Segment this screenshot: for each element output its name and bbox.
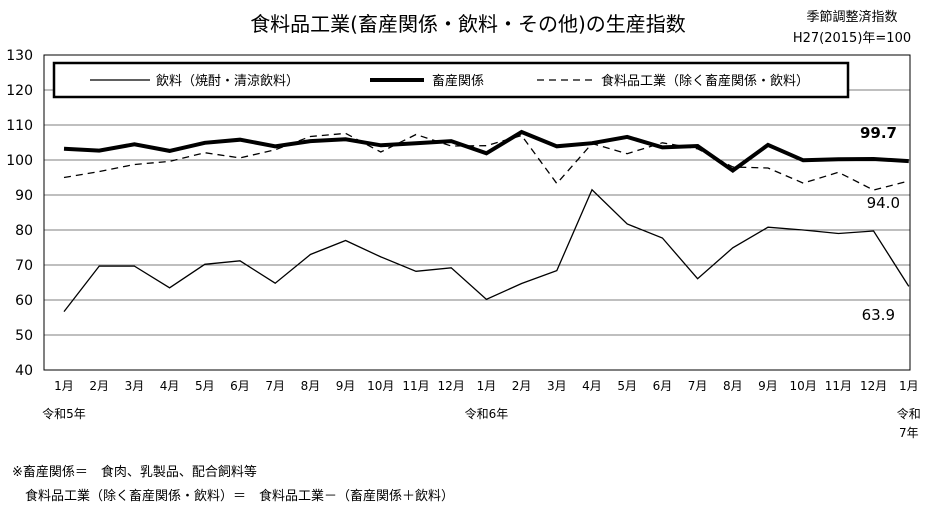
annotation-beverages-latest: 63.9 (862, 306, 895, 324)
series-layer (63, 129, 910, 312)
annotation-other-food-latest: 94.0 (867, 194, 900, 212)
y-tick-label-60: 60 (15, 293, 33, 309)
x-tick-label-23: 12月 (860, 379, 887, 393)
y-tick-label-40: 40 (15, 363, 33, 379)
y-tick-label-130: 130 (6, 48, 33, 64)
x-tick-label-9: 10月 (367, 379, 394, 393)
year-labels: 令和5年 令和6年 令和 7年 (42, 406, 921, 440)
y-tick-label-110: 110 (6, 118, 33, 134)
series-line-other-food (63, 132, 909, 191)
gridlines (44, 89, 910, 336)
x-tick-label-19: 8月 (723, 379, 743, 393)
x-tick-label-3: 4月 (160, 379, 180, 393)
y-tick-label-100: 100 (6, 153, 33, 169)
chart-title: 食料品工業(畜産関係・飲料・その他)の生産指数 (250, 12, 686, 36)
year-label-1-line-0: 令和6年 (465, 406, 509, 421)
x-tick-label-24: 1月 (899, 379, 919, 393)
x-tick-label-10: 11月 (402, 379, 429, 393)
y-axis-ticks: 40 50 60 70 80 90 100 110 120 130 (6, 48, 33, 379)
x-tick-label-21: 10月 (790, 379, 817, 393)
y-tick-label-80: 80 (15, 223, 33, 239)
y-tick-label-90: 90 (15, 188, 33, 204)
x-tick-label-4: 5月 (195, 379, 215, 393)
x-tick-label-2: 3月 (125, 379, 145, 393)
x-tick-label-7: 8月 (301, 379, 321, 393)
series-line-livestock (63, 129, 909, 173)
x-tick-label-16: 5月 (617, 379, 637, 393)
series-line-beverages (63, 188, 910, 312)
x-tick-label-15: 4月 (582, 379, 602, 393)
x-tick-label-5: 6月 (230, 379, 250, 393)
x-tick-label-18: 7月 (688, 379, 708, 393)
x-tick-label-12: 1月 (477, 379, 497, 393)
chart-subtitle-line-2: H27(2015)年=100 (793, 31, 911, 46)
y-tick-label-120: 120 (6, 83, 33, 99)
x-tick-label-20: 9月 (758, 379, 778, 393)
footnote-1: ※畜産関係＝ 食肉、乳製品、配合飼料等 (12, 464, 257, 480)
year-label-0-line-0: 令和5年 (42, 406, 86, 421)
y-tick-label-70: 70 (15, 258, 33, 274)
x-tick-label-14: 3月 (547, 379, 567, 393)
legend-box (52, 61, 850, 99)
year-label-2-line-0: 令和 (897, 406, 921, 421)
y-tick-label-50: 50 (15, 328, 33, 344)
legend-label-beverages: 飲料（焼酎・清涼飲料） (156, 73, 299, 89)
plot-frame (43, 54, 911, 371)
chart-subtitle-line-1: 季節調整済指数 (806, 9, 897, 25)
x-tick-label-22: 11月 (825, 379, 852, 393)
footnote-2: 食料品工業（除く畜産関係・飲料）＝ 食料品工業－（畜産関係＋飲料） (12, 488, 454, 504)
x-tick-label-8: 9月 (336, 379, 356, 393)
year-label-2-line-1: 7年 (899, 426, 919, 440)
x-tick-label-11: 12月 (438, 379, 465, 393)
legend-label-livestock: 畜産関係 (432, 73, 484, 89)
legend-label-other-food: 食料品工業（除く畜産関係・飲料） (601, 73, 809, 89)
x-tick-label-13: 2月 (512, 379, 532, 393)
legend: 飲料（焼酎・清涼飲料） 畜産関係 食料品工業（除く畜産関係・飲料） (52, 61, 850, 99)
x-tick-label-1: 2月 (89, 379, 109, 393)
annotation-livestock-latest: 99.7 (860, 124, 897, 142)
x-tick-label-17: 6月 (653, 379, 673, 393)
x-tick-label-0: 1月 (54, 379, 74, 393)
x-tick-label-6: 7月 (265, 379, 285, 393)
x-axis-ticks: 1月 2月 3月 4月 5月 6月 7月 8月 9月 10月 11月 12月 1月 2月 3月 4月 5月 6月 7… (54, 379, 918, 393)
